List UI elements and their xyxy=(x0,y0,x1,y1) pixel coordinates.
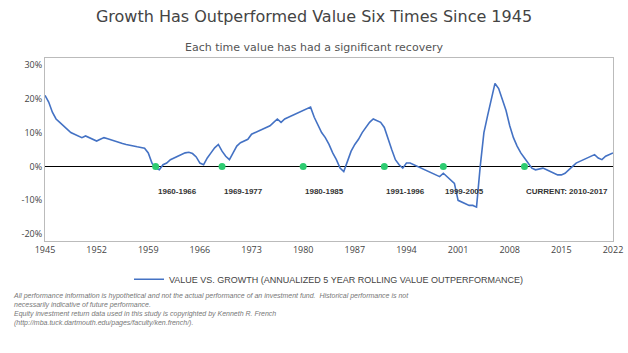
svg-text:1960-1966: 1960-1966 xyxy=(158,187,197,196)
svg-text:2008: 2008 xyxy=(499,243,520,256)
svg-text:-20%: -20% xyxy=(22,227,43,240)
svg-text:1994: 1994 xyxy=(396,243,417,256)
svg-text:Growth Has Outperformed Value: Growth Has Outperformed Value Six Times … xyxy=(96,7,532,26)
svg-text:1959: 1959 xyxy=(138,243,159,256)
svg-text:1973: 1973 xyxy=(241,243,262,256)
svg-text:All performance information is: All performance information is hypotheti… xyxy=(13,292,409,327)
svg-text:1945: 1945 xyxy=(35,243,56,256)
svg-text:1969-1977: 1969-1977 xyxy=(224,187,263,196)
svg-text:0%: 0% xyxy=(30,160,43,173)
svg-text:1999-2005: 1999-2005 xyxy=(445,187,484,196)
svg-text:1987: 1987 xyxy=(345,243,366,256)
svg-text:10%: 10% xyxy=(24,126,42,139)
svg-text:2015: 2015 xyxy=(551,243,572,256)
svg-text:CURRENT: 2010-2017: CURRENT: 2010-2017 xyxy=(526,187,608,196)
svg-text:1952: 1952 xyxy=(86,243,107,256)
svg-text:1980: 1980 xyxy=(293,243,314,256)
svg-text:2001: 2001 xyxy=(448,243,469,256)
svg-text:Each time value has had a sign: Each time value has had a significant re… xyxy=(185,41,443,54)
svg-text:1991-1996: 1991-1996 xyxy=(386,187,425,196)
svg-text:1966: 1966 xyxy=(190,243,211,256)
svg-text:20%: 20% xyxy=(24,92,42,105)
svg-text:2022: 2022 xyxy=(603,243,624,256)
svg-text:1980-1985: 1980-1985 xyxy=(305,187,344,196)
svg-text:VALUE VS. GROWTH (ANNUALIZED 5: VALUE VS. GROWTH (ANNUALIZED 5 YEAR ROLL… xyxy=(169,275,523,285)
svg-text:-10%: -10% xyxy=(22,193,43,206)
svg-text:30%: 30% xyxy=(24,58,42,71)
